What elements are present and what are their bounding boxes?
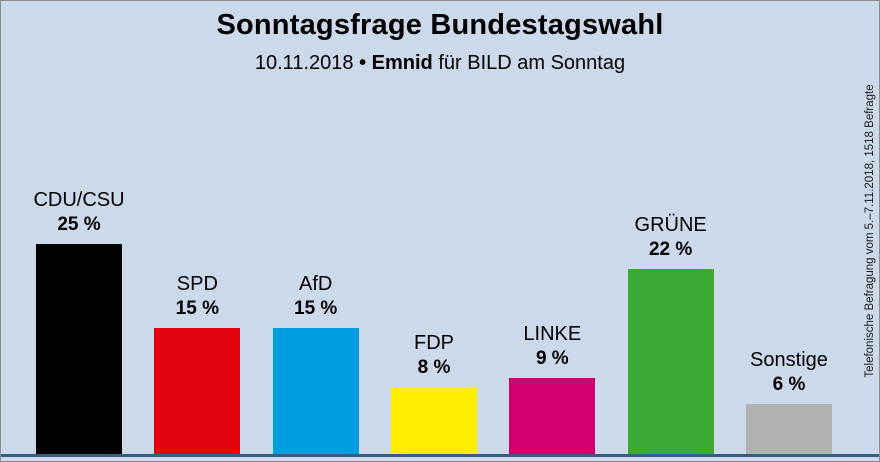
- subtitle-date: 10.11.2018: [254, 52, 354, 74]
- bar: [509, 378, 596, 454]
- bar-column: SPD 15 %: [154, 273, 241, 454]
- value-label: 8 %: [417, 357, 451, 379]
- bar: [36, 244, 122, 454]
- bar-column: GRÜNE 22 %: [627, 214, 714, 454]
- bar: [745, 404, 832, 454]
- value-label: 25 %: [57, 214, 101, 236]
- party-label: GRÜNE: [634, 214, 707, 237]
- chart-subtitle: 10.11.2018 • Emnid für BILD am Sonntag: [1, 52, 879, 75]
- subtitle-bullet: •: [359, 52, 367, 74]
- party-label: LINKE: [523, 323, 582, 346]
- bar-column: FDP 8 %: [390, 332, 477, 454]
- bar: [272, 328, 359, 454]
- survey-note: Telefonische Befragung vom 5.–7.11.2018,…: [864, 84, 876, 378]
- value-label: 22 %: [648, 239, 693, 261]
- bar-column: Sonstige 6 %: [745, 349, 832, 454]
- chart-baseline: [1, 454, 879, 457]
- value-label: 15 %: [175, 298, 219, 320]
- bar-column: AfD 15 %: [272, 273, 359, 454]
- party-label: Sonstige: [750, 349, 828, 372]
- party-label: SPD: [176, 273, 218, 296]
- party-label: FDP: [413, 332, 454, 355]
- bar-column: LINKE 9 %: [509, 323, 596, 454]
- bar: [154, 328, 241, 454]
- subtitle-suffix: für BILD am Sonntag: [438, 52, 626, 74]
- bars-container: CDU/CSU 25 % SPD 15 % AfD 15 % FDP 8 % LINKE 9 % G…: [33, 189, 832, 454]
- bar: [627, 269, 714, 454]
- bar-column: CDU/CSU 25 %: [33, 189, 125, 454]
- value-label: 9 %: [535, 348, 569, 370]
- subtitle-institute: Emnid: [371, 52, 433, 74]
- bar: [390, 387, 477, 454]
- chart-title: Sonntagsfrage Bundestagswahl: [216, 9, 664, 41]
- party-label: AfD: [298, 273, 333, 296]
- party-label: CDU/CSU: [33, 189, 125, 212]
- value-label: 15 %: [294, 298, 338, 320]
- value-label: 6 %: [772, 374, 806, 396]
